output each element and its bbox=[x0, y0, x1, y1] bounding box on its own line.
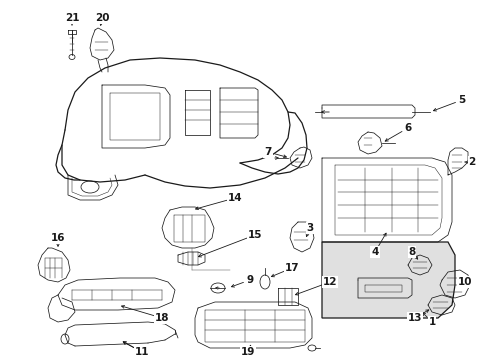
Text: 20: 20 bbox=[95, 13, 109, 23]
Text: 21: 21 bbox=[64, 13, 79, 23]
Text: 7: 7 bbox=[264, 147, 271, 157]
Text: 2: 2 bbox=[468, 157, 475, 167]
Text: 16: 16 bbox=[51, 233, 65, 243]
Text: 15: 15 bbox=[247, 230, 262, 240]
Text: 3: 3 bbox=[306, 223, 313, 233]
Text: 6: 6 bbox=[404, 123, 411, 133]
Text: 17: 17 bbox=[284, 263, 299, 273]
Text: 19: 19 bbox=[240, 347, 255, 357]
Text: 1: 1 bbox=[427, 317, 435, 327]
Text: 13: 13 bbox=[407, 313, 421, 323]
Text: 11: 11 bbox=[135, 347, 149, 357]
Text: 11: 11 bbox=[135, 347, 149, 357]
Text: 12: 12 bbox=[322, 277, 337, 287]
Text: 5: 5 bbox=[457, 95, 465, 105]
Text: 9: 9 bbox=[246, 275, 253, 285]
Text: 18: 18 bbox=[154, 313, 169, 323]
Text: 8: 8 bbox=[407, 247, 415, 257]
Text: 4: 4 bbox=[370, 247, 378, 257]
Text: 14: 14 bbox=[227, 193, 242, 203]
Polygon shape bbox=[321, 242, 454, 318]
Text: 10: 10 bbox=[457, 277, 471, 287]
